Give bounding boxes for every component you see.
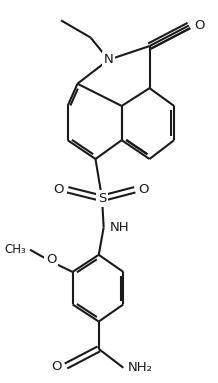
Text: O: O (46, 253, 56, 266)
Text: N: N (104, 53, 113, 66)
Text: O: O (52, 360, 62, 373)
Text: O: O (139, 183, 149, 196)
Text: O: O (53, 183, 64, 196)
Text: NH₂: NH₂ (127, 361, 152, 374)
Text: O: O (194, 19, 204, 32)
Text: NH: NH (110, 221, 129, 234)
Text: CH₃: CH₃ (4, 243, 26, 256)
Text: S: S (98, 192, 106, 205)
